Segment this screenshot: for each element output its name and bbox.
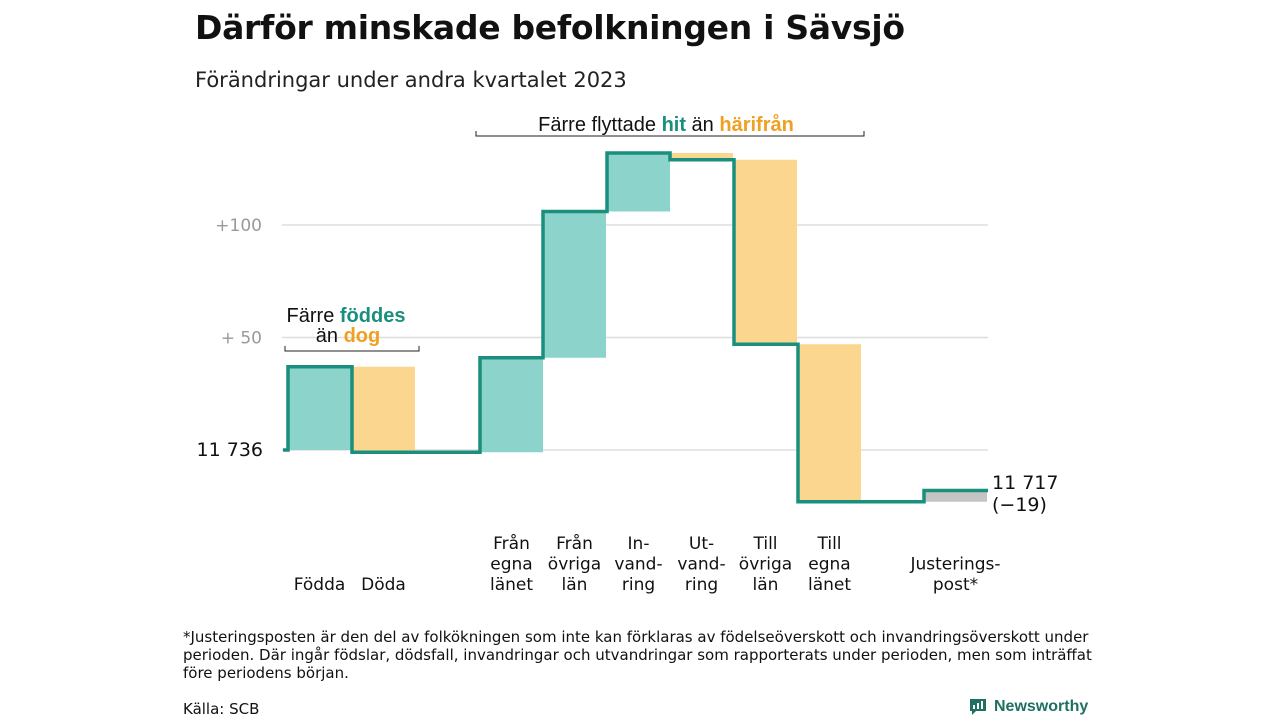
- category-label: övriga: [548, 555, 601, 575]
- category-label: Födda: [294, 575, 346, 595]
- bar: [352, 366, 415, 453]
- category-label: Från: [556, 533, 593, 554]
- cumulative-line: [283, 151, 988, 504]
- migration-bracket: [475, 131, 865, 137]
- category-label: post*: [933, 575, 978, 595]
- category-label: län: [562, 575, 588, 595]
- births-bracket: [284, 346, 420, 352]
- hit-highlight: hit: [662, 114, 687, 136]
- category-label: övriga: [739, 555, 792, 575]
- deaths-highlight: dog: [344, 325, 381, 347]
- brand-name: Newsworthy: [994, 698, 1089, 715]
- bar: [924, 490, 987, 502]
- source-label: Källa: SCB: [183, 700, 260, 718]
- category-label: Ut-: [689, 534, 714, 554]
- migration-annotation: Färre flyttade hit än härifrån: [538, 113, 794, 136]
- end-change-label: (−19): [992, 494, 1047, 516]
- y-tick-label: + 50: [221, 329, 262, 349]
- births-highlight: föddes: [340, 305, 406, 327]
- chart-title: Därför minskade befolkningen i Sävsjö: [195, 8, 905, 47]
- newsworthy-logo-icon: [970, 699, 986, 715]
- category-label: länet: [808, 575, 851, 595]
- category-label: länet: [490, 575, 533, 595]
- bar: [670, 153, 733, 160]
- category-label: Justerings-: [909, 555, 1000, 575]
- category-label: In-: [628, 534, 650, 554]
- bar: [543, 211, 606, 358]
- category-label: vand-: [614, 555, 662, 575]
- bar: [288, 366, 351, 450]
- chart-subtitle: Förändringar under andra kvartalet 2023: [195, 68, 627, 92]
- bar: [798, 344, 861, 502]
- bar: [480, 357, 543, 453]
- category-label: län: [753, 575, 779, 595]
- bar: [607, 153, 670, 212]
- brand-logo: Newsworthy: [968, 697, 1088, 717]
- category-label: vand-: [677, 555, 725, 575]
- y-tick-label: +100: [215, 216, 262, 236]
- harifran-highlight: härifrån: [719, 113, 793, 136]
- end-value-label: 11 717: [992, 472, 1058, 494]
- category-label: Döda: [361, 575, 406, 595]
- category-label: Till: [752, 534, 777, 554]
- start-value-label: 11 736: [197, 439, 263, 461]
- category-label: egna: [808, 555, 850, 575]
- bar: [734, 159, 797, 345]
- category-label: ring: [622, 575, 655, 595]
- category-label: Till: [816, 534, 841, 554]
- category-label: egna: [490, 555, 532, 575]
- births-annotation-line1: Färre föddes: [287, 305, 406, 327]
- category-label: Från: [493, 533, 530, 554]
- category-label: ring: [685, 575, 718, 595]
- births-annotation-line2: än dog: [316, 325, 380, 347]
- footnote: *Justeringsposten är den del av folkökni…: [183, 628, 1092, 682]
